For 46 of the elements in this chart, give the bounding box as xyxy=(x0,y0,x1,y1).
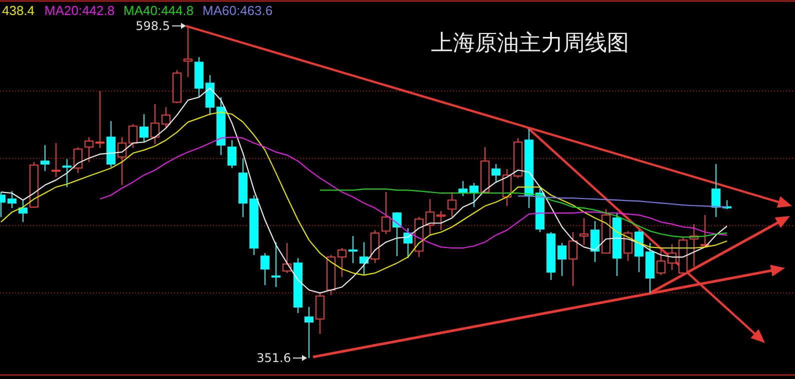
candlestick xyxy=(96,90,104,149)
candlestick xyxy=(360,242,368,276)
candlestick xyxy=(118,136,126,186)
candlestick xyxy=(492,164,500,184)
candlestick xyxy=(348,236,358,264)
candlestick xyxy=(436,210,446,231)
text: 438.4 xyxy=(2,3,35,18)
candlestick xyxy=(128,124,138,149)
candlestick xyxy=(260,252,270,286)
candlestick xyxy=(84,136,94,163)
candlestick xyxy=(458,180,468,197)
text: 上海原油主力周线图 xyxy=(431,31,629,56)
candlestick xyxy=(162,106,170,129)
candlestick xyxy=(228,140,236,169)
candlestick xyxy=(18,200,28,223)
candlestick xyxy=(580,218,588,246)
annotation: 598.5 xyxy=(136,18,170,33)
candlestick xyxy=(634,230,644,273)
text: MA20:442.8 xyxy=(44,3,115,18)
text: MA40:444.8 xyxy=(124,3,194,18)
candlestick xyxy=(40,144,50,172)
candlestick xyxy=(470,182,478,208)
candlestick xyxy=(712,164,720,218)
candlestick xyxy=(206,74,214,116)
candlestick xyxy=(668,244,676,271)
candlestick xyxy=(590,220,600,262)
candlestick xyxy=(426,198,434,236)
candlestick xyxy=(448,192,456,218)
candlestick xyxy=(382,192,390,235)
candlestick xyxy=(656,246,666,276)
candlestick xyxy=(392,212,402,257)
candlestick xyxy=(338,248,346,278)
text: MA60:463.6 xyxy=(202,3,273,18)
candlestick xyxy=(74,146,82,174)
annotation: 351.6 xyxy=(256,351,291,366)
candlestick xyxy=(184,25,192,78)
candlestick xyxy=(304,306,314,359)
candlestick xyxy=(558,242,566,276)
candlestick xyxy=(316,291,324,334)
candlestick xyxy=(150,104,160,145)
candlestick xyxy=(62,158,72,188)
candlestick xyxy=(8,190,16,209)
candlestick xyxy=(272,242,280,288)
candlestick xyxy=(52,142,60,178)
candlestick xyxy=(568,232,578,287)
candlestick xyxy=(140,114,148,143)
